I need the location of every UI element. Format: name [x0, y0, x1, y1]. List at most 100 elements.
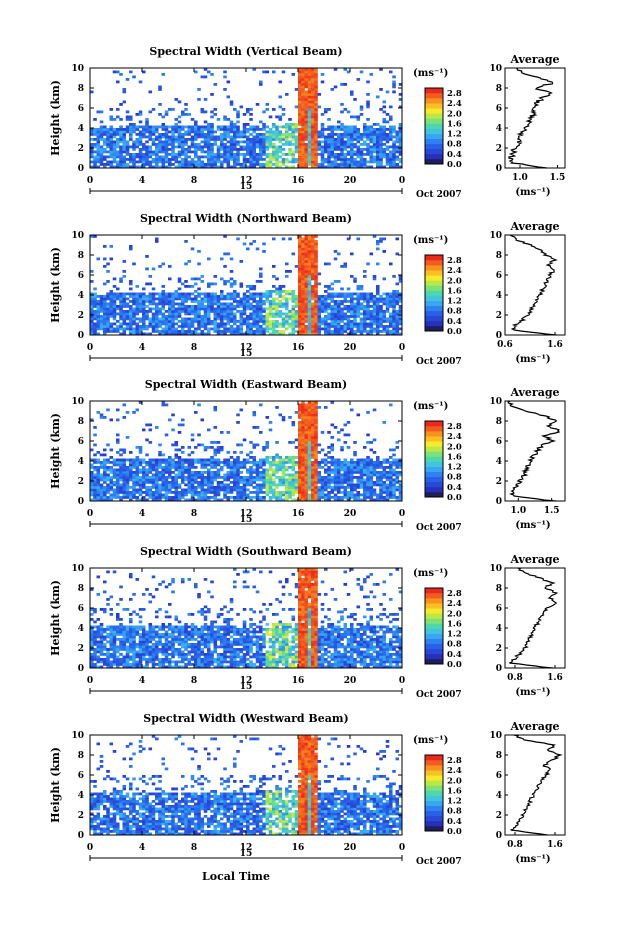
heatmap-cell	[145, 325, 149, 328]
heatmap-cell	[145, 317, 149, 321]
heatmap-cell	[379, 68, 383, 71]
heatmap-cell	[314, 332, 318, 336]
heatmap-cell	[281, 153, 286, 156]
heatmap-cell	[190, 478, 195, 482]
heatmap-cells	[90, 68, 403, 169]
average-y-tick-label: 4	[496, 124, 502, 134]
heatmap-cell	[161, 322, 166, 326]
heatmap-cell	[177, 461, 182, 464]
heatmap-cell	[330, 481, 335, 484]
heatmap-cell	[226, 488, 231, 492]
heatmap-cell	[304, 100, 309, 104]
heatmap-cell	[314, 481, 318, 484]
heatmap-cell	[317, 143, 322, 146]
heatmap-cell	[138, 153, 143, 156]
heatmap-cell	[314, 103, 318, 106]
heatmap-cell	[174, 302, 179, 306]
heatmap-cell	[395, 252, 400, 256]
heatmap-cell	[155, 160, 159, 164]
heatmap-cell	[366, 100, 370, 104]
colorbar-tick: 2.0	[447, 276, 462, 286]
heatmap-cell	[99, 138, 104, 141]
y-tick-label: 2	[78, 311, 84, 321]
heatmap-cell	[93, 287, 97, 291]
heatmap-cell	[96, 307, 101, 311]
heatmap-cell	[151, 300, 156, 303]
heatmap-cell	[320, 310, 325, 313]
heatmap-cell	[171, 486, 175, 489]
heatmap-cell	[171, 443, 175, 447]
heatmap-cell	[99, 155, 104, 159]
heatmap-cell	[262, 491, 266, 494]
heatmap-cell	[350, 330, 354, 333]
heatmap-cell	[213, 491, 218, 494]
heatmap-cell	[379, 297, 383, 301]
heatmap-cell	[194, 491, 198, 494]
heatmap-cell	[229, 138, 234, 141]
heatmap-cell	[125, 115, 130, 119]
heatmap-cell	[213, 307, 218, 311]
heatmap-cell	[142, 287, 146, 291]
heatmap-cell	[135, 297, 140, 301]
heatmap-cell	[112, 483, 117, 487]
heatmap-cell	[252, 468, 257, 472]
heatmap-cell	[314, 150, 318, 154]
heatmap-cell	[285, 158, 289, 161]
heatmap-cell	[216, 322, 221, 326]
heatmap-cell	[181, 113, 185, 116]
heatmap-cell	[307, 240, 312, 243]
heatmap-cell	[304, 290, 309, 293]
heatmap-cell	[337, 461, 341, 464]
heatmap-cell	[132, 491, 136, 494]
heatmap-cell	[333, 458, 338, 462]
heatmap-cell	[220, 305, 224, 308]
heatmap-cell	[340, 153, 344, 156]
heatmap-cell	[132, 145, 136, 149]
heatmap-cell	[278, 145, 283, 149]
heatmap-cell	[129, 295, 133, 298]
heatmap-cell	[307, 463, 312, 467]
average-frame	[504, 67, 566, 169]
heatmap-cell	[337, 330, 341, 333]
heatmap-cell	[304, 297, 309, 301]
heatmap-cell	[122, 302, 127, 306]
heatmap-cell	[317, 307, 322, 311]
heatmap-cell	[184, 155, 188, 159]
heatmap-cell	[132, 478, 136, 482]
heatmap-cell	[164, 140, 169, 144]
heatmap-cell	[145, 130, 149, 134]
heatmap-cell	[194, 143, 198, 146]
heatmap-cell	[99, 130, 104, 134]
heatmap-cell	[340, 486, 344, 489]
heatmap-cell	[210, 310, 214, 313]
heatmap-cell	[346, 325, 351, 328]
heatmap-cell	[177, 150, 182, 154]
heatmap-cell	[233, 108, 237, 111]
heatmap-cell	[278, 148, 283, 151]
heatmap-cell	[372, 307, 377, 311]
heatmap-cell	[275, 406, 279, 409]
heatmap-cell	[366, 128, 370, 131]
heatmap-cell	[223, 70, 227, 74]
heatmap-cell	[233, 322, 237, 326]
heatmap-cell	[327, 145, 331, 149]
heatmap-cell	[132, 322, 136, 326]
heatmap-cell	[304, 317, 309, 321]
heatmap-cell	[223, 130, 227, 134]
heatmap-cell	[220, 322, 224, 326]
heatmap-cell	[229, 327, 234, 331]
heatmap-cell	[311, 133, 315, 136]
heatmap-cell	[285, 270, 289, 273]
heatmap-cell	[220, 330, 224, 333]
heatmap-cell	[168, 312, 172, 316]
heatmap-cell	[366, 105, 370, 109]
heatmap-cell	[327, 135, 331, 139]
heatmap-cell	[249, 441, 253, 444]
heatmap-cell	[246, 145, 250, 149]
heatmap-cell	[129, 312, 133, 316]
heatmap-cell	[275, 155, 279, 159]
heatmap-cell	[122, 163, 127, 166]
heatmap-cell	[190, 145, 195, 149]
heatmap-cell	[99, 150, 104, 154]
heatmap-cell	[161, 332, 166, 336]
